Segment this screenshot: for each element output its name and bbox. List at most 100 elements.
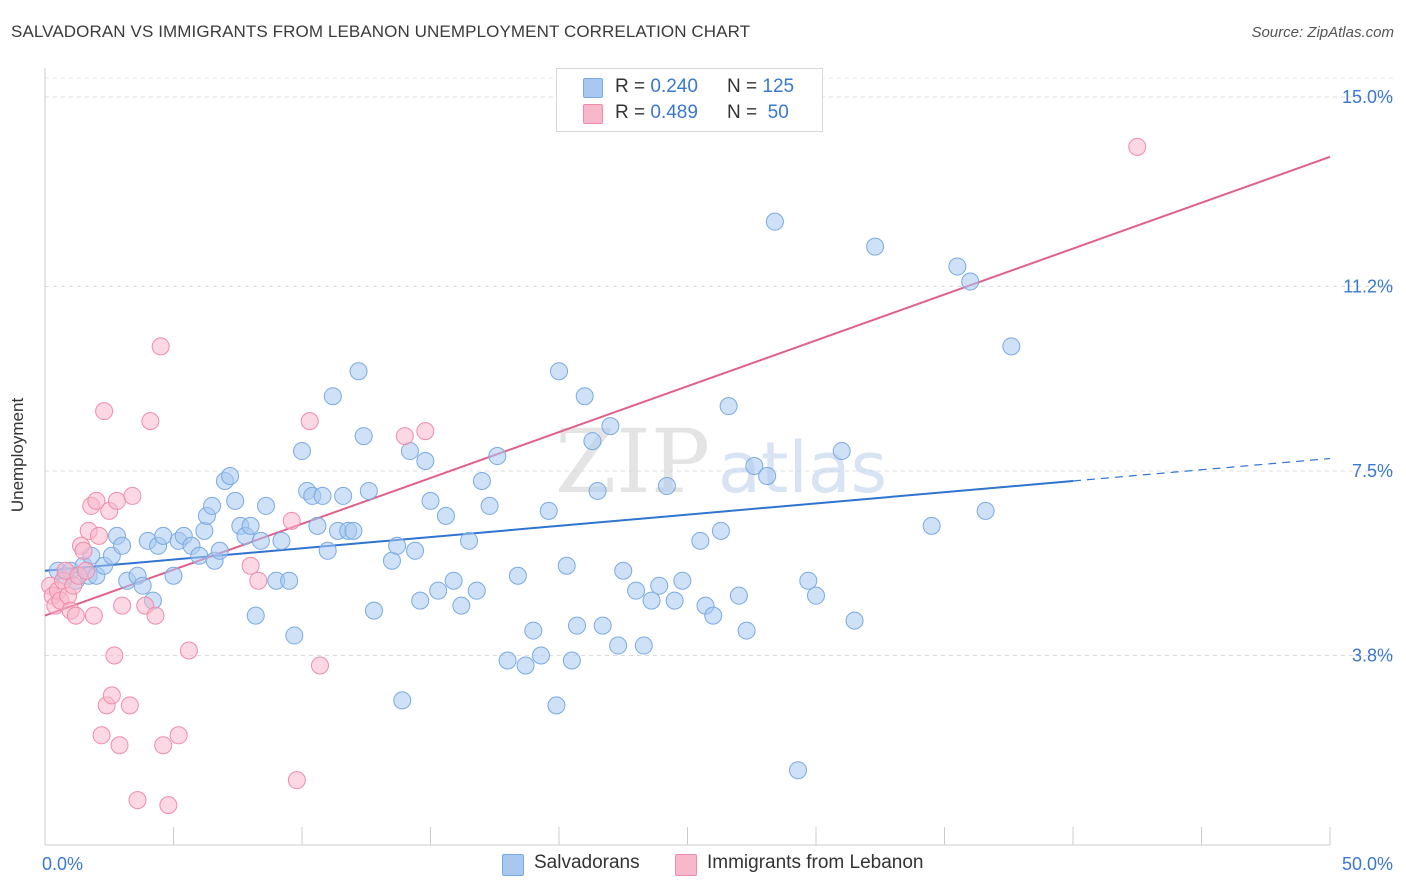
point-salvadorans (673, 571, 692, 590)
point-salvadorans (614, 561, 633, 580)
point-lebanon (300, 412, 319, 431)
point-salvadorans (866, 237, 885, 256)
point-salvadorans (285, 626, 304, 645)
point-salvadorans (642, 591, 661, 610)
point-salvadorans (539, 501, 558, 520)
point-salvadorans (221, 466, 240, 485)
x-tick-label-max: 50.0% (1342, 854, 1393, 874)
point-salvadorans (516, 656, 535, 675)
point-salvadorans (272, 531, 291, 550)
legend-swatch-salvadorans (583, 78, 603, 98)
legend-r-label: R = (615, 76, 646, 97)
point-salvadorans (508, 566, 527, 585)
legend-swatch-lebanon (583, 104, 603, 124)
bottom-legend-label-salvadorans: Salvadorans (534, 852, 640, 873)
point-salvadorans (472, 471, 491, 490)
point-salvadorans (650, 576, 669, 595)
point-salvadorans (467, 581, 486, 600)
point-salvadorans (313, 486, 332, 505)
point-lebanon (179, 641, 198, 660)
bottom-legend-label-lebanon: Immigrants from Lebanon (707, 852, 924, 873)
point-salvadorans (948, 257, 967, 276)
point-lebanon (282, 511, 301, 530)
trend-lines (44, 155, 1331, 617)
point-salvadorans (241, 516, 260, 535)
point-lebanon (77, 561, 96, 580)
point-salvadorans (627, 581, 646, 600)
point-lebanon (287, 771, 306, 790)
point-salvadorans (411, 591, 430, 610)
point-lebanon (169, 726, 188, 745)
point-lebanon (141, 412, 160, 431)
point-salvadorans (421, 491, 440, 510)
y-tick-label: 15.0% (1342, 87, 1393, 107)
point-salvadorans (961, 272, 980, 291)
point-salvadorans (588, 481, 607, 500)
trend-line-lebanon (44, 155, 1331, 617)
point-lebanon (105, 646, 124, 665)
watermark-zip: ZIP (555, 410, 710, 513)
legend-r-label: R = (615, 102, 646, 123)
point-salvadorans (318, 541, 337, 560)
point-salvadorans (406, 541, 425, 560)
point-salvadorans (634, 636, 653, 655)
point-salvadorans (251, 531, 270, 550)
point-salvadorans (354, 427, 373, 446)
point-salvadorans (164, 566, 183, 585)
point-salvadorans (334, 486, 353, 505)
point-salvadorans (745, 457, 764, 476)
point-salvadorans (308, 516, 327, 535)
point-salvadorans (364, 601, 383, 620)
point-lebanon (113, 596, 132, 615)
point-lebanon (146, 606, 165, 625)
point-salvadorans (226, 491, 245, 510)
point-salvadorans (154, 526, 173, 545)
point-lebanon (1128, 137, 1147, 156)
point-salvadorans (665, 591, 684, 610)
point-salvadorans (452, 596, 471, 615)
point-lebanon (123, 486, 142, 505)
point-lebanon (159, 796, 178, 815)
legend-n-label: N = (727, 102, 758, 123)
source-label: Source: ZipAtlas.com (1251, 24, 1394, 41)
point-salvadorans (845, 611, 864, 630)
point-lebanon (128, 791, 147, 810)
point-salvadorans (758, 466, 777, 485)
point-salvadorans (133, 576, 152, 595)
legend-n-value: 125 (762, 76, 795, 97)
point-salvadorans (737, 621, 756, 640)
point-salvadorans (190, 546, 209, 565)
y-tick-label: 7.5% (1352, 461, 1393, 481)
point-salvadorans (195, 521, 214, 540)
point-salvadorans (257, 496, 276, 515)
point-salvadorans (807, 586, 825, 605)
point-salvadorans (400, 442, 419, 461)
point-salvadorans (976, 501, 995, 520)
point-salvadorans (444, 571, 463, 590)
point-salvadorans (601, 417, 620, 436)
point-salvadorans (575, 387, 594, 406)
data-points (41, 137, 1147, 815)
point-lebanon (249, 571, 268, 590)
watermark-atlas: atlas (718, 427, 887, 509)
point-salvadorans (203, 496, 222, 515)
point-salvadorans (789, 761, 808, 780)
point-salvadorans (832, 442, 851, 461)
x-tick-label-min: 0.0% (42, 854, 83, 874)
point-salvadorans (488, 447, 507, 466)
trend-line-salvadorans-extension (1072, 457, 1331, 482)
point-salvadorans (922, 516, 941, 535)
point-salvadorans (246, 606, 265, 625)
point-salvadorans (113, 536, 132, 555)
chart-title: SALVADORAN VS IMMIGRANTS FROM LEBANON UN… (11, 22, 751, 41)
point-salvadorans (388, 536, 407, 555)
point-salvadorans (359, 481, 378, 500)
point-lebanon (120, 696, 139, 715)
legend-n-value: 50 (767, 102, 789, 123)
axes (44, 68, 1331, 846)
point-salvadorans (711, 521, 730, 540)
point-lebanon (107, 491, 126, 510)
y-tick-label: 3.8% (1352, 646, 1393, 666)
point-salvadorans (429, 581, 448, 600)
point-salvadorans (799, 571, 818, 590)
